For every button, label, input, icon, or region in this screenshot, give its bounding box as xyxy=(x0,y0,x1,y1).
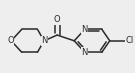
Text: O: O xyxy=(7,36,14,45)
Text: Cl: Cl xyxy=(126,36,134,45)
Text: N: N xyxy=(82,48,88,57)
Text: O: O xyxy=(54,15,60,24)
Text: N: N xyxy=(42,36,48,45)
Text: N: N xyxy=(82,25,88,34)
